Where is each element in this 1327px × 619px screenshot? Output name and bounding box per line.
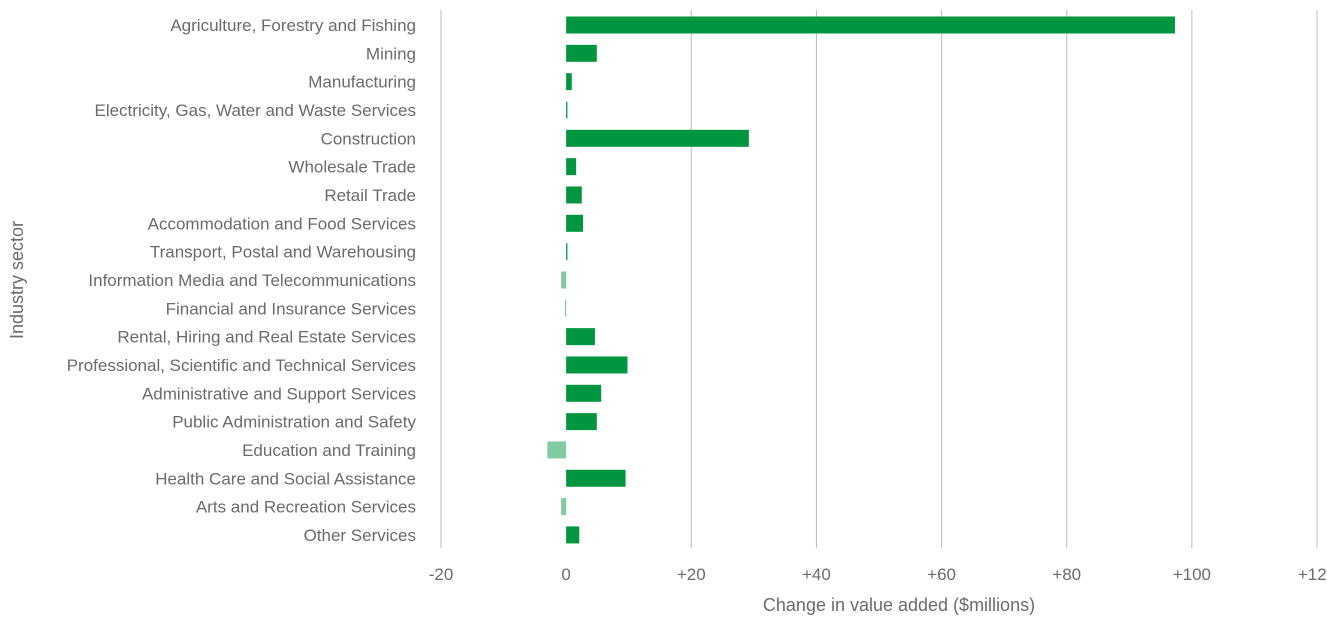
category-label: Manufacturing	[308, 73, 416, 92]
category-label: Health Care and Social Assistance	[155, 469, 416, 488]
bar	[566, 526, 580, 544]
bar	[566, 73, 572, 91]
category-label: Administrative and Support Services	[142, 384, 416, 403]
bar	[561, 271, 567, 289]
gridlines	[440, 10, 1318, 548]
category-label: Accommodation and Food Services	[148, 214, 416, 233]
category-label: Other Services	[304, 526, 416, 545]
bar	[566, 16, 1175, 34]
bar	[566, 413, 597, 431]
bar	[564, 299, 567, 317]
x-tick-label: -20	[429, 565, 454, 584]
category-label: Electricity, Gas, Water and Waste Servic…	[94, 101, 416, 120]
x-tick-label: +80	[1052, 565, 1081, 584]
category-label: Mining	[366, 44, 416, 63]
x-tick-label: +100	[1173, 565, 1211, 584]
category-label: Agriculture, Forestry and Fishing	[170, 16, 416, 35]
x-tick-label: +60	[927, 565, 956, 584]
bar	[566, 356, 628, 374]
bars	[547, 16, 1175, 544]
category-label: Education and Training	[242, 441, 416, 460]
x-axis-title: Change in value added ($millions)	[763, 595, 1035, 615]
bar	[566, 129, 749, 147]
category-label: Construction	[321, 129, 416, 148]
bar	[566, 101, 568, 119]
category-label: Wholesale Trade	[288, 158, 416, 177]
bar	[566, 44, 597, 62]
category-label: Information Media and Telecommunications	[88, 271, 416, 290]
category-label: Public Administration and Safety	[172, 413, 416, 432]
x-tick-label: +20	[677, 565, 706, 584]
bar	[561, 498, 567, 516]
category-label: Professional, Scientific and Technical S…	[67, 356, 416, 375]
category-label: Financial and Insurance Services	[166, 299, 416, 318]
bar	[566, 243, 568, 261]
bar	[566, 158, 577, 176]
x-tick-label: 0	[561, 565, 570, 584]
bar	[566, 328, 595, 346]
category-label: Arts and Recreation Services	[196, 498, 416, 517]
bar	[566, 186, 582, 204]
category-label: Rental, Hiring and Real Estate Services	[117, 328, 416, 347]
bar	[566, 384, 602, 402]
bar	[566, 469, 626, 487]
category-labels: Agriculture, Forestry and Fishing Mining M…	[67, 16, 417, 545]
category-label: Retail Trade	[324, 186, 416, 205]
x-tick-label: +120	[1298, 565, 1327, 584]
bar	[547, 441, 567, 459]
category-label: Transport, Postal and Warehousing	[150, 243, 416, 262]
bar	[566, 214, 584, 232]
y-axis-title: Industry sector	[7, 221, 27, 339]
x-tick-labels: -20 0 +20 +40 +60 +80 +100 +120	[429, 565, 1327, 584]
x-tick-label: +40	[802, 565, 831, 584]
